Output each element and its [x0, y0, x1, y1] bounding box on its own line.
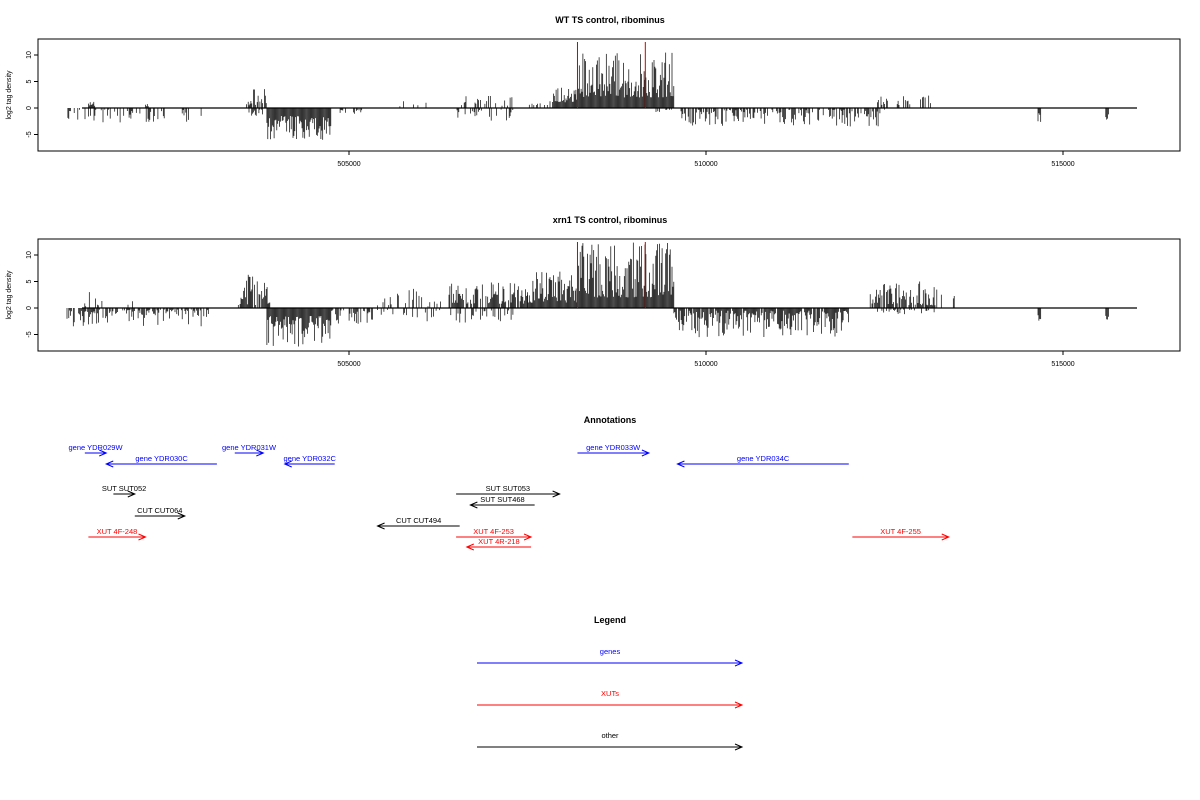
y-axis: -5 0 5 10	[26, 51, 38, 138]
arrow-head	[283, 460, 292, 468]
legend-label: genes	[600, 647, 621, 656]
annotation-label: XUT 4R-218	[478, 537, 520, 546]
annotation-label: gene YDR033W	[586, 443, 641, 452]
annotation-other: SUT SUT053	[456, 484, 561, 498]
arrow-head	[177, 512, 187, 520]
annotation-items: gene YDR029W gene YDR030C gene YDR031W gene…	[68, 443, 951, 551]
annotation-label: SUT SUT053	[486, 484, 530, 493]
annotation-gene: gene YDR034C	[676, 454, 849, 468]
annotation-xut: XUT 4F-248	[88, 527, 147, 541]
y-tick-label: -5	[26, 331, 33, 337]
x-tick-label: 515000	[1051, 361, 1074, 368]
annotation-gene: gene YDR033W	[577, 443, 651, 457]
panel-xrn1: xrn1 TS control, ribominus -5 0 5 10 505000…	[6, 215, 1181, 368]
y-tick-label: 0	[26, 106, 33, 110]
arrow-head	[99, 449, 108, 457]
annotation-label: SUT SUT052	[102, 484, 146, 493]
legend-item-other: other	[477, 731, 744, 751]
x-tick-label: 505000	[337, 361, 360, 368]
annotation-label: gene YDR030C	[135, 454, 188, 463]
legend-item-gene: genes	[477, 647, 744, 667]
annotation-gene: gene YDR030C	[104, 454, 217, 468]
annotation-xut: XUT 4F-255	[852, 527, 951, 541]
y-tick-label: 10	[26, 251, 33, 259]
arrow-head	[469, 501, 478, 509]
annotation-other: CUT CUT494	[376, 516, 460, 530]
y-tick-label: 5	[26, 79, 33, 83]
annotation-label: gene YDR034C	[737, 454, 790, 463]
legend-title: Legend	[594, 615, 626, 625]
plot-frame	[37, 38, 1181, 152]
legend-label: XUTs	[601, 689, 619, 698]
annotation-label: SUT SUT468	[480, 495, 524, 504]
annotation-xut: XUT 4R-218	[465, 537, 532, 551]
annotation-label: XUT 4F-253	[473, 527, 514, 536]
legend-items: genes XUTs other	[477, 647, 744, 751]
annotations-title: Annotations	[584, 415, 637, 425]
arrow-head	[138, 533, 147, 541]
y-tick-label: 10	[26, 51, 33, 59]
y-axis: -5 0 5 10	[26, 251, 38, 338]
annotation-gene: gene YDR032C	[283, 454, 337, 468]
annotation-label: gene YDR031W	[222, 443, 277, 452]
annotation-label: XUT 4F-248	[97, 527, 138, 536]
panel-wt: WT TS control, ribominus -5 0 5 10 505000 51…	[6, 15, 1181, 168]
annotation-xut: XUT 4F-253	[456, 527, 533, 541]
x-tick-label: 505000	[337, 161, 360, 168]
annotation-label: gene YDR029W	[68, 443, 123, 452]
annotation-gene: gene YDR031W	[222, 443, 277, 457]
arrow-head	[552, 490, 561, 498]
y-tick-label: 5	[26, 279, 33, 283]
arrow-head	[523, 533, 533, 541]
marker-layer	[576, 42, 646, 108]
x-axis: 505000 510000 515000	[337, 151, 1075, 168]
plot-frame	[37, 238, 1181, 352]
arrow-head	[641, 449, 651, 457]
arrow-head	[104, 460, 114, 468]
bar-layer	[67, 52, 1109, 140]
arrow-head	[734, 659, 744, 667]
arrow-head	[734, 701, 744, 709]
arrow-head	[465, 543, 475, 551]
annotation-other: CUT CUT064	[134, 506, 187, 520]
x-tick-label: 510000	[694, 161, 717, 168]
y-axis-label: log2 tag density	[6, 70, 13, 120]
arrow-head	[127, 490, 137, 498]
annotation-label: XUT 4F-255	[880, 527, 921, 536]
annotation-gene: gene YDR029W	[68, 443, 123, 457]
marker-layer	[576, 242, 646, 308]
y-tick-label: 0	[26, 306, 33, 310]
annotation-label: CUT CUT064	[137, 506, 182, 515]
x-tick-label: 510000	[694, 361, 717, 368]
legend: Legend genes XUTs other	[477, 615, 744, 751]
annotation-label: gene YDR032C	[284, 454, 337, 463]
panel-title: WT TS control, ribominus	[555, 15, 665, 25]
legend-label: other	[601, 731, 619, 740]
legend-item-xut: XUTs	[477, 689, 744, 709]
y-axis-label: log2 tag density	[6, 270, 13, 320]
bar-layer	[66, 242, 1109, 347]
arrow-head	[376, 522, 385, 530]
annotation-other: SUT SUT052	[102, 484, 146, 498]
annotation-label: CUT CUT494	[396, 516, 441, 525]
panel-title: xrn1 TS control, ribominus	[553, 215, 668, 225]
annotation-other: SUT SUT468	[469, 495, 535, 509]
arrow-head	[676, 460, 685, 468]
arrow-head	[734, 743, 744, 751]
arrow-head	[256, 449, 265, 457]
x-tick-label: 515000	[1051, 161, 1074, 168]
y-tick-label: -5	[26, 131, 33, 137]
arrow-head	[941, 533, 951, 541]
x-axis: 505000 510000 515000	[337, 351, 1075, 368]
